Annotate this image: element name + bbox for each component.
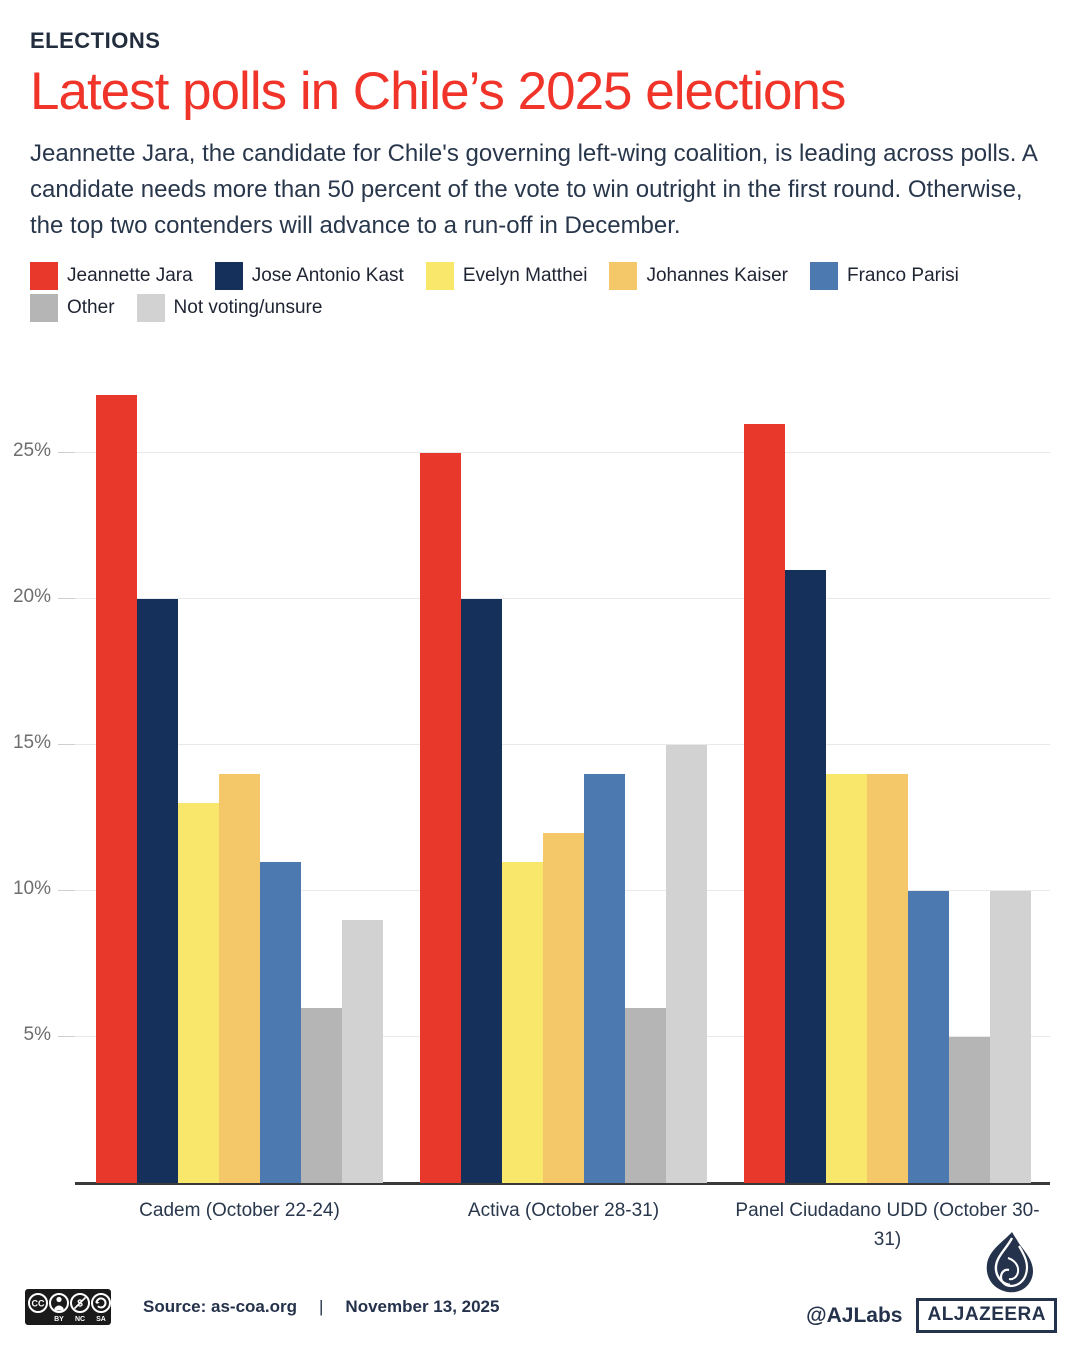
legend-label-not-voting-unsure: Not voting/unsure [173,297,323,318]
plot-area: 5% 10% 15% 20% 25% Cadem (October 22-24) Activ… [13,370,1050,1250]
bar-jose-antonio-kast [785,569,826,1183]
legend-item-evelyn-matthei: Evelyn Matthei [425,262,588,290]
footer-right: @AJLabs ALJAZEERA [806,1232,1057,1333]
gridline-15 [75,744,1050,745]
legend-item-jeannette-jara: Jeannette Jara [30,262,193,290]
ytick-mark-20 [58,598,75,599]
legend-label-other: Other [67,297,115,318]
gridline-25 [75,452,1050,453]
cc-by-label: BY [54,1316,64,1323]
bar-jose-antonio-kast [137,599,178,1183]
legend-label-jeannette-jara: Jeannette Jara [67,265,193,286]
bar-group-activa-october-28-31 [420,370,707,1183]
kicker: ELECTIONS [30,28,161,53]
bar-group-panel-ciudadano-udd-october-30-31 [744,370,1031,1183]
svg-text:CC: CC [32,1299,45,1309]
bar-evelyn-matthei [178,803,219,1183]
source-line: Source: as-coa.org | November 13, 2025 [143,1297,499,1317]
credit-row: @AJLabs ALJAZEERA [806,1298,1057,1333]
bar-evelyn-matthei [502,861,543,1183]
header: ELECTIONS Latest polls in Chile’s 2025 e… [30,28,1055,244]
bar-jeannette-jara [744,423,785,1183]
legend-item-johannes-kaiser: Johannes Kaiser [609,262,788,290]
xaxis-label-activa-october-28-31: Activa (October 28-31) [467,1200,660,1221]
bar-other [949,1037,990,1183]
x-axis-line [75,1182,1050,1185]
bar-jeannette-jara [96,394,137,1183]
bar-evelyn-matthei [826,774,867,1183]
legend-swatch-not-voting-unsure [136,294,165,322]
legend-item-franco-parisi: Franco Parisi [809,262,959,290]
bar-group-cadem-october-22-24 [96,370,383,1183]
legend-label-franco-parisi: Franco Parisi [846,265,959,286]
description: Jeannette Jara, the candidate for Chile'… [30,139,1037,239]
xaxis-label-cadem-october-22-24: Cadem (October 22-24) [139,1200,340,1221]
bar-jeannette-jara [420,453,461,1183]
source-separator: | [319,1297,324,1316]
legend-label-evelyn-matthei: Evelyn Matthei [462,265,588,286]
ytick-label-20: 20% [12,586,51,607]
legend-item-not-voting-unsure: Not voting/unsure [136,294,323,322]
cc-sa-label: SA [96,1316,106,1323]
legend-swatch-johannes-kaiser [609,262,638,290]
bar-jose-antonio-kast [461,599,502,1183]
svg-text:$: $ [77,1299,83,1310]
source-label: Source: as-coa.org [143,1297,297,1316]
bar-franco-parisi [908,891,949,1183]
bar-johannes-kaiser [543,832,584,1183]
legend-swatch-franco-parisi [809,262,838,290]
legend: Jeannette Jara Jose Antonio Kast Evelyn Ma… [30,262,1060,322]
ytick-label-25: 25% [12,440,51,461]
bar-franco-parisi [260,861,301,1183]
legend-label-johannes-kaiser: Johannes Kaiser [646,265,788,286]
aljazeera-flame-logo-icon [986,1232,1033,1293]
bar-other [625,1007,666,1183]
legend-swatch-jose-antonio-kast [214,262,243,290]
cc-nc-label: NC [75,1316,85,1323]
legend-swatch-other [30,294,58,322]
ytick-mark-25 [58,452,75,453]
legend-swatch-evelyn-matthei [425,262,454,290]
aljazeera-wordmark: ALJAZEERA [916,1298,1057,1333]
legend-swatch-jeannette-jara [30,262,58,290]
bar-franco-parisi [584,774,625,1183]
legend-item-other: Other [30,294,115,322]
ytick-label-10: 10% [12,878,51,899]
legend-item-jose-antonio-kast: Jose Antonio Kast [214,262,404,290]
ytick-label-5: 5% [23,1024,51,1045]
legend-label-jose-antonio-kast: Jose Antonio Kast [251,265,404,286]
bar-not-voting-unsure [666,745,707,1183]
ytick-label-15: 15% [12,732,51,753]
page-title: Latest polls in Chile’s 2025 elections [30,62,846,121]
ytick-mark-15 [58,744,75,745]
ytick-mark-10 [58,890,75,891]
bar-johannes-kaiser [219,774,260,1183]
xaxis-label-panel-ciudadano-udd-october-30-31: Panel Ciudadano UDD (October 30-31) [735,1200,1040,1250]
bar-other [301,1007,342,1183]
footer-left: CC $ BY NC SA Source: as-coa.org | Novem… [25,1289,499,1325]
date-label: November 13, 2025 [345,1297,500,1316]
ytick-mark-5 [58,1036,75,1037]
gridline-20 [75,598,1050,599]
bar-johannes-kaiser [867,774,908,1183]
ajlabs-credit: @AJLabs [806,1303,903,1327]
bar-not-voting-unsure [342,920,383,1183]
cc-by-nc-sa-icon: CC $ BY NC SA [25,1289,111,1325]
bar-not-voting-unsure [990,891,1031,1183]
